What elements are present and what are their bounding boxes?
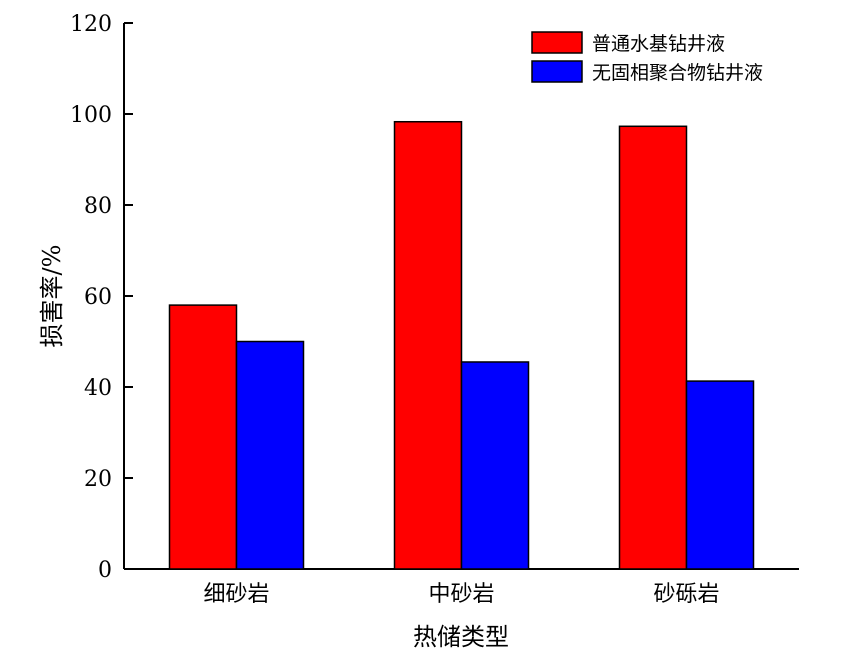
bar <box>168 304 238 570</box>
legend-label: 普通水基钻井液 <box>592 33 725 55</box>
y-axis-title: 损害率/% <box>38 245 66 348</box>
bar <box>460 361 530 570</box>
y-tick-label: 80 <box>84 194 112 219</box>
y-axis-ticks: 0 20 40 60 80 100 120 <box>70 12 133 583</box>
y-tick-label: 120 <box>70 12 112 37</box>
bar <box>393 120 463 570</box>
bar <box>618 125 688 570</box>
x-tick-label: 中砂岩 <box>428 582 494 607</box>
bar <box>235 340 305 570</box>
x-axis-ticks: 细砂岩 中砂岩 砂砾岩 <box>203 560 720 607</box>
legend-swatch <box>531 31 583 54</box>
y-tick-label: 20 <box>84 467 112 492</box>
x-axis-title: 热储类型 <box>413 623 509 651</box>
y-tick-label: 100 <box>70 103 112 128</box>
legend-swatch <box>531 60 583 83</box>
y-tick-label: 40 <box>84 376 112 401</box>
bars <box>168 120 755 570</box>
x-tick-label: 细砂岩 <box>203 582 269 607</box>
x-tick-label: 砂砾岩 <box>653 582 719 607</box>
y-tick-label: 0 <box>98 558 112 583</box>
bar <box>685 380 755 570</box>
y-tick-label: 60 <box>84 285 112 310</box>
legend-label: 无固相聚合物钻井液 <box>592 62 763 84</box>
